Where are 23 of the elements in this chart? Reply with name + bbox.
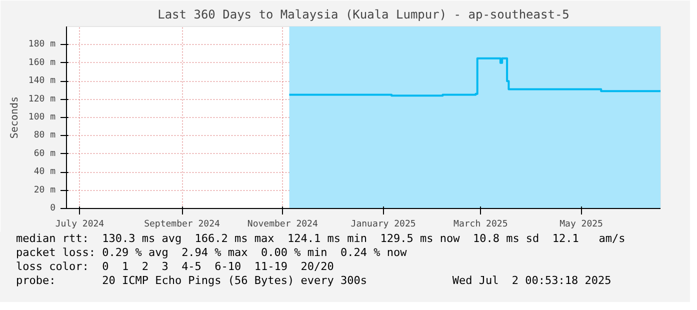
x-tick-label: September 2024 — [144, 220, 220, 230]
x-tick-label: January 2025 — [350, 220, 416, 230]
y-tick-label: 100 m — [28, 112, 56, 122]
y-tick-label: 0 — [50, 204, 56, 214]
y-tick-label: 40 m — [34, 167, 56, 178]
text: probe: 20 ICMP Echo Pings (56 Bytes) every 300s — [16, 274, 367, 287]
x-tick-label: July 2024 — [55, 220, 104, 230]
y-tick-label: 180 m — [28, 40, 56, 50]
text: Wed Jul 2 00:53:18 2025 — [452, 274, 612, 288]
y-tick-label: 20 m — [34, 185, 56, 196]
chart-title: Last 360 Days to Malaysia (Kuala Lumpur) - ap-southeast-5 — [158, 8, 570, 22]
x-tick-label: November 2024 — [247, 220, 318, 230]
y-axis-title: Seconds — [9, 96, 20, 139]
y-tick-label: 160 m — [28, 58, 56, 68]
y-tick-label: 60 m — [34, 148, 56, 159]
text: median rtt: 130.3 ms avg 166.2 ms max 124.1 ms min 129.5 ms now 10.8 ms sd 12.1 am/s — [16, 232, 626, 246]
y-tick-label: 140 m — [28, 76, 56, 86]
text: loss color: 0 1 2 3 4-5 6-10 11-19 20/20 — [16, 260, 335, 274]
y-tick-label: 80 m — [34, 130, 56, 141]
y-tick-label: 120 m — [28, 94, 56, 104]
x-tick-label: May 2025 — [560, 220, 603, 230]
text: packet loss: 0.29 % avg 2.94 % max 0.00 % min 0.24 % now — [16, 246, 408, 260]
x-tick-label: March 2025 — [454, 220, 508, 230]
